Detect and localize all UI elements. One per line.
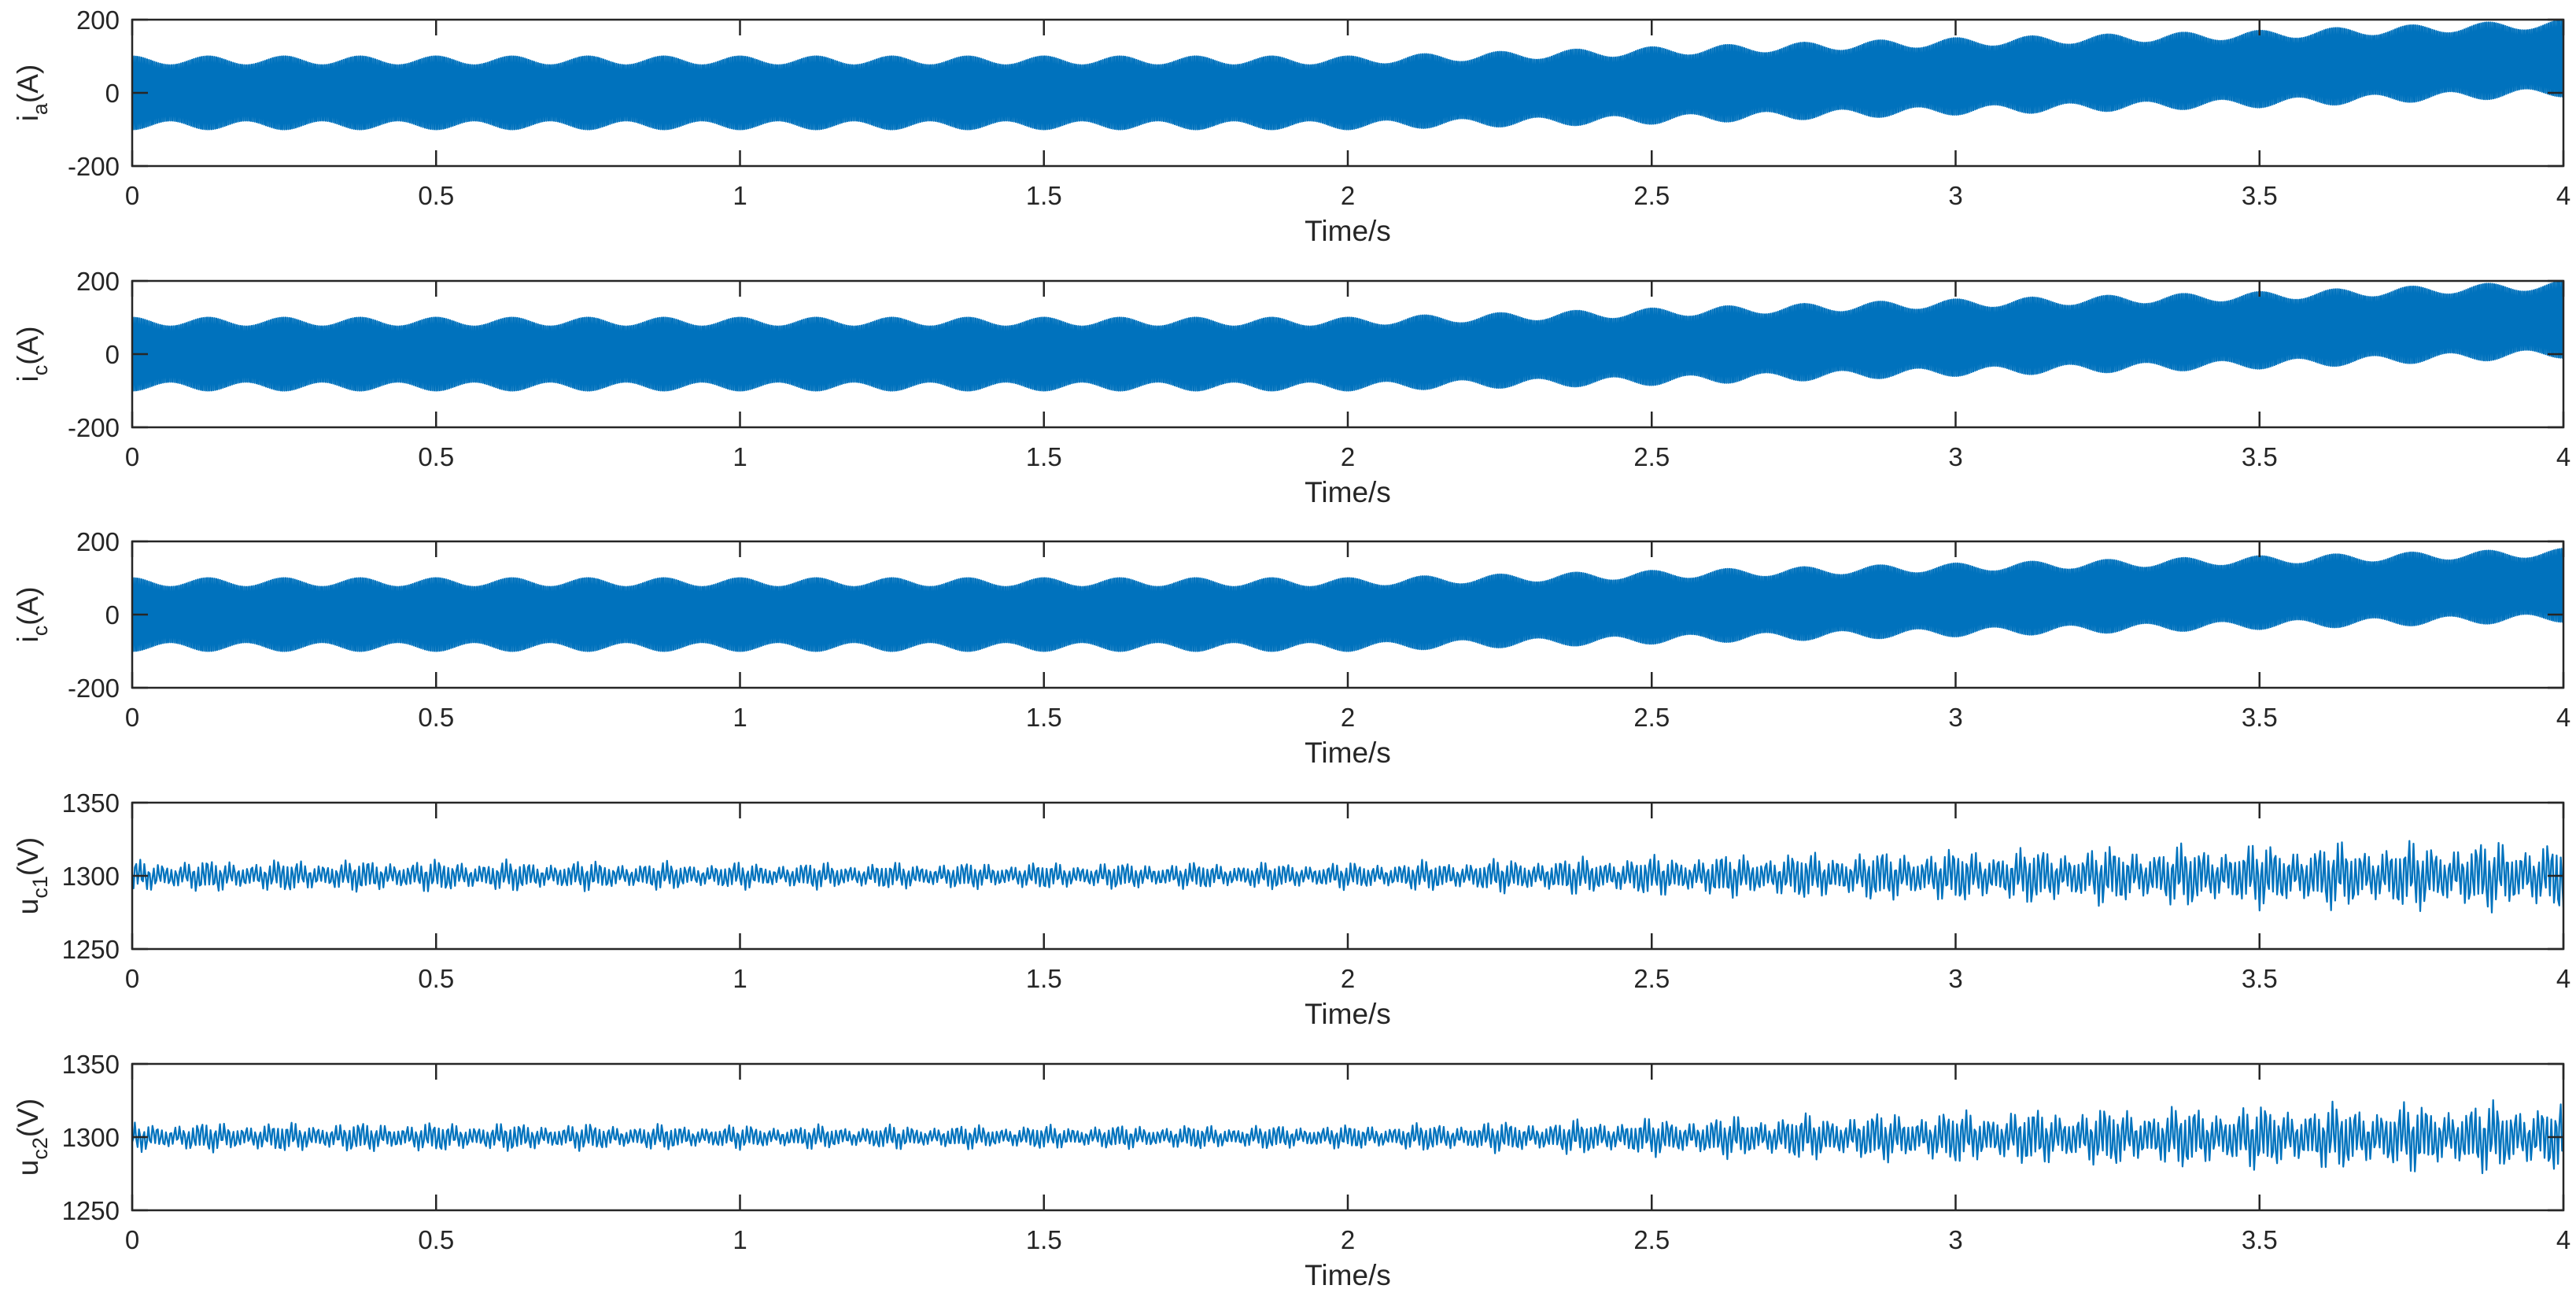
y-axis-title-unit: (A): [12, 586, 44, 625]
y-tick-label: 200: [76, 527, 120, 556]
y-axis-title-main: i: [12, 636, 44, 642]
x-axis-title: Time/s: [1305, 1259, 1391, 1291]
y-axis-title-unit: (V): [12, 837, 44, 876]
x-tick-label: 1: [733, 181, 747, 210]
x-tick-label: 1: [733, 442, 747, 471]
y-tick-label: 0: [105, 600, 120, 630]
x-tick-label: 1.5: [1026, 442, 1062, 471]
x-tick-label: 0.5: [418, 703, 454, 732]
x-tick-label: 3.5: [2242, 181, 2278, 210]
x-tick-label: 2: [1341, 1225, 1355, 1254]
y-axis-title-main: i: [12, 375, 44, 382]
x-axis-title: Time/s: [1305, 476, 1391, 508]
x-tick-label: 4: [2556, 703, 2570, 732]
x-tick-label: 2.5: [1633, 1225, 1670, 1254]
x-tick-label: 0.5: [418, 1225, 454, 1254]
x-tick-label: 2.5: [1633, 181, 1670, 210]
x-tick-label: 0.5: [418, 964, 454, 993]
x-tick-label: 2: [1341, 442, 1355, 471]
y-axis-title: uc1(V): [12, 837, 52, 914]
y-axis-title-main: i: [12, 115, 44, 121]
x-axis-title: Time/s: [1305, 215, 1391, 247]
y-axis-title: uc2(V): [12, 1099, 52, 1176]
x-tick-label: 0: [125, 964, 139, 993]
y-axis-title: ia(A): [12, 65, 52, 122]
x-tick-label: 1.5: [1026, 1225, 1062, 1254]
x-tick-label: 4: [2556, 181, 2570, 210]
y-tick-label: 1250: [62, 935, 120, 964]
y-tick-label: 0: [105, 79, 120, 108]
x-tick-label: 0: [125, 181, 139, 210]
y-axis-title-subscript: c1: [28, 876, 52, 899]
y-axis-title-subscript: c: [28, 626, 52, 637]
x-tick-label: 3: [1948, 1225, 1962, 1254]
x-tick-label: 0.5: [418, 442, 454, 471]
x-tick-label: 3.5: [2242, 1225, 2278, 1254]
x-tick-label: 2: [1341, 703, 1355, 732]
series-trace: [132, 840, 2563, 914]
x-tick-label: 2: [1341, 964, 1355, 993]
x-tick-label: 1: [733, 964, 747, 993]
x-tick-label: 1.5: [1026, 703, 1062, 732]
x-tick-label: 1: [733, 1225, 747, 1254]
y-axis-title-subscript: a: [28, 102, 52, 115]
x-tick-label: 1.5: [1026, 964, 1062, 993]
x-tick-label: 1.5: [1026, 181, 1062, 210]
y-axis-title: ic(A): [12, 326, 52, 382]
x-tick-label: 3.5: [2242, 964, 2278, 993]
x-tick-label: 3: [1948, 703, 1962, 732]
series-trace: [132, 548, 2563, 652]
y-tick-label: 200: [76, 267, 120, 296]
y-tick-label: 200: [76, 6, 120, 35]
subplot-5: 0 0.5 1 1.5 2 2.5 3 3.5 4 1250 1300 1350 Time/s uc2(V…: [12, 1050, 2570, 1291]
x-tick-label: 0.5: [418, 181, 454, 210]
x-tick-label: 4: [2556, 964, 2570, 993]
x-tick-label: 2: [1341, 181, 1355, 210]
x-tick-label: 2.5: [1633, 964, 1670, 993]
y-axis-title-unit: (V): [12, 1099, 44, 1137]
y-tick-label: 0: [105, 340, 120, 369]
y-tick-label: 1350: [62, 788, 120, 818]
x-tick-label: 0: [125, 703, 139, 732]
x-axis-title: Time/s: [1305, 998, 1391, 1030]
y-tick-label: -200: [68, 152, 120, 181]
x-tick-label: 1: [733, 703, 747, 732]
y-tick-label: 1250: [62, 1196, 120, 1225]
x-tick-label: 4: [2556, 442, 2570, 471]
y-tick-label: 1300: [62, 1123, 120, 1152]
series-trace: [132, 1099, 2563, 1175]
x-axis-title: Time/s: [1305, 737, 1391, 769]
y-axis-title-unit: (A): [12, 65, 44, 103]
x-tick-label: 3: [1948, 442, 1962, 471]
subplot-4: 0 0.5 1 1.5 2 2.5 3 3.5 4 1250 1300 1350 Time/s uc1(V…: [12, 788, 2570, 1030]
x-tick-label: 3.5: [2242, 442, 2278, 471]
series-trace: [132, 20, 2563, 131]
x-tick-label: 3.5: [2242, 703, 2278, 732]
series-trace: [132, 281, 2563, 392]
y-axis-title-main: u: [12, 899, 44, 915]
y-axis-title-unit: (A): [12, 326, 44, 364]
x-tick-label: 2.5: [1633, 703, 1670, 732]
y-tick-label: 1300: [62, 862, 120, 891]
y-tick-label: 1350: [62, 1050, 120, 1079]
y-axis-title-subscript: c: [28, 365, 52, 376]
y-axis-title-subscript: c2: [28, 1137, 52, 1160]
y-tick-label: -200: [68, 674, 120, 703]
y-axis-title: ic(A): [12, 586, 52, 642]
x-tick-label: 2.5: [1633, 442, 1670, 471]
y-axis-title-main: u: [12, 1160, 44, 1176]
x-tick-label: 3: [1948, 964, 1962, 993]
x-tick-label: 0: [125, 1225, 139, 1254]
x-tick-label: 3: [1948, 181, 1962, 210]
x-tick-label: 4: [2556, 1225, 2570, 1254]
y-tick-label: -200: [68, 413, 120, 442]
x-tick-label: 0: [125, 442, 139, 471]
